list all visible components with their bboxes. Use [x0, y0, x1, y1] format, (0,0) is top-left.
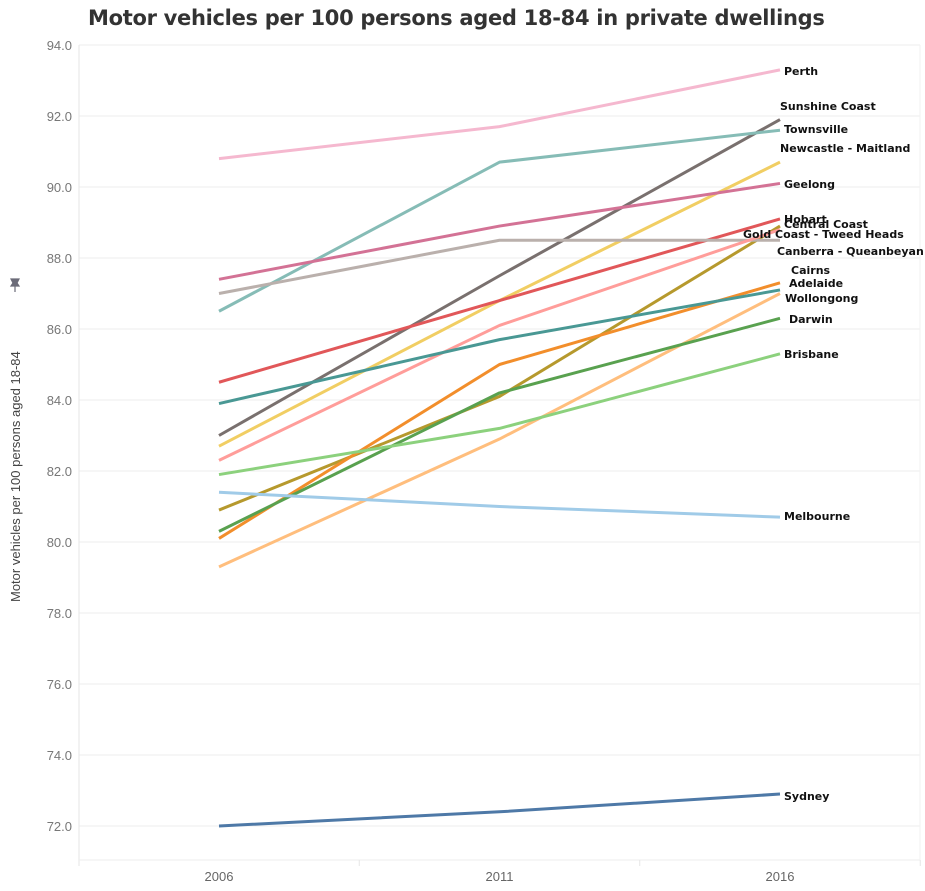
- series-line-wollongong: [218, 292, 781, 569]
- y-tick-label: 78.0: [47, 606, 72, 621]
- series-label: Wollongong: [785, 292, 858, 305]
- series-label: Cairns: [791, 264, 831, 277]
- series-label: Canberra - Queanbeyan: [777, 245, 924, 258]
- series-line-hobart: [218, 217, 781, 384]
- y-tick-label: 90.0: [47, 180, 72, 195]
- y-tick-label: 80.0: [47, 535, 72, 550]
- x-axis-ticks: 2006 2011 2016: [205, 869, 795, 884]
- x-tick-label: 2011: [486, 869, 514, 884]
- series-line-canberra-queanbeyan: [218, 228, 781, 462]
- y-tick-label: 74.0: [47, 748, 72, 763]
- axes: [78, 45, 921, 866]
- y-axis-title: Motor vehicles per 100 persons aged 18-8…: [8, 351, 23, 602]
- series-line-brisbane: [218, 352, 781, 477]
- series-label: Newcastle - Maitland: [780, 142, 910, 155]
- chart-title: Motor vehicles per 100 persons aged 18-8…: [88, 6, 825, 30]
- y-axis-ticks: 72.0 74.0 76.0 78.0 80.0 82.0 84.0 86.0 88.0 90.0…: [47, 38, 72, 834]
- series-label: Brisbane: [784, 348, 839, 361]
- series-line-darwin: [218, 316, 781, 533]
- series-line-townsville: [218, 128, 781, 313]
- series-line-sydney: [218, 792, 781, 828]
- series-label: Gold Coast - Tweed Heads: [743, 228, 904, 241]
- series-label: Adelaide: [789, 277, 843, 290]
- series-label: Sydney: [784, 790, 829, 803]
- series-label: Sunshine Coast: [780, 100, 876, 113]
- series-line-cairns: [218, 281, 781, 540]
- series-line-perth: [218, 68, 781, 161]
- x-tick-label: 2016: [766, 869, 795, 884]
- y-tick-label: 88.0: [47, 251, 72, 266]
- x-tick-label: 2006: [205, 869, 234, 884]
- series-line-melbourne: [218, 490, 781, 519]
- series-labels: Perth Sunshine Coast Townsville Newcastle -…: [743, 65, 924, 803]
- series-lines: [218, 68, 781, 828]
- series-label: Geelong: [784, 178, 835, 191]
- series-label: Townsville: [784, 123, 848, 136]
- series-line-adelaide: [218, 288, 781, 406]
- y-tick-label: 92.0: [47, 109, 72, 124]
- series-line-gold-coast-tweed-heads: [218, 238, 780, 295]
- y-tick-label: 94.0: [47, 38, 72, 53]
- series-line-geelong: [218, 181, 781, 281]
- y-tick-label: 82.0: [47, 464, 72, 479]
- y-tick-label: 86.0: [47, 322, 72, 337]
- y-tick-label: 84.0: [47, 393, 72, 408]
- series-label: Central Coast: [784, 218, 868, 231]
- series-label: Hobart: [784, 213, 827, 226]
- gridlines: [79, 44, 920, 827]
- series-label: Perth: [784, 65, 818, 78]
- y-tick-label: 72.0: [47, 819, 72, 834]
- series-label: Melbourne: [784, 510, 850, 523]
- series-line-central-coast: [218, 224, 781, 512]
- y-tick-label: 76.0: [47, 677, 72, 692]
- y-axis-title-group: Motor vehicles per 100 persons aged 18-8…: [8, 278, 23, 602]
- pin-icon[interactable]: [9, 278, 21, 292]
- series-label: Darwin: [789, 313, 833, 326]
